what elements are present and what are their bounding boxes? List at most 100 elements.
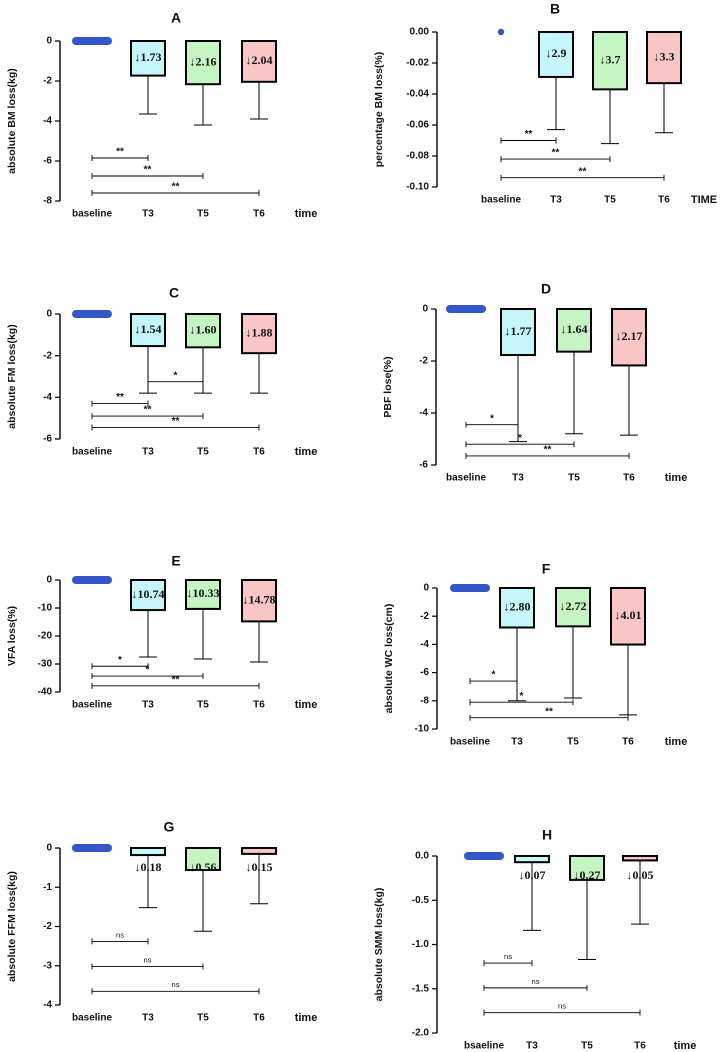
bar-t3 (130, 40, 166, 77)
significance-label: ** (544, 445, 552, 456)
x-tick-label: T5 (197, 209, 209, 220)
y-tick-label: -4 (419, 408, 428, 419)
bar-value-label: ↓0.18 (135, 860, 162, 874)
x-axis-label: time (665, 736, 688, 748)
bar-value-label: ↓1.73 (135, 50, 162, 64)
significance-label: * (520, 691, 524, 702)
x-tick-label: baseline (72, 447, 112, 458)
y-tick-label: -2 (419, 356, 428, 367)
bar-t3 (514, 855, 550, 864)
y-tick-label: -8 (420, 695, 429, 706)
y-tick-label: -0.04 (406, 89, 429, 100)
bar-value-label: ↓1.54 (135, 322, 162, 336)
bar-baseline (497, 28, 505, 36)
significance-label: ** (116, 147, 124, 158)
x-tick-label: baseline (450, 737, 490, 748)
bar-value-label: ↓2.9 (546, 46, 567, 60)
bar-value-label: ↓0.56 (190, 860, 217, 874)
panel-title: C (169, 285, 179, 301)
x-tick-label: bsaeline (464, 1041, 504, 1052)
significance-label: ** (172, 416, 180, 427)
significance-label: * (492, 670, 496, 681)
bar-t6 (241, 40, 277, 83)
y-tick-label: -6 (419, 460, 428, 471)
x-tick-label: T5 (581, 1041, 593, 1052)
bar-value-label: ↓14.78 (243, 592, 276, 606)
x-tick-label: T6 (253, 447, 265, 458)
bar-value-label: ↓3.7 (600, 52, 621, 66)
panel-h: H 0.0 -0.5 -1.0 -1.5 -2.0 absolute SMM loss(kg… (373, 827, 697, 1052)
significance-label: ** (144, 405, 152, 416)
panel-f: F 0 -2 -4 -6 -8 -10 absolute WC loss(cm) baselin… (383, 561, 688, 748)
significance-label: ** (144, 165, 152, 176)
x-tick-label: T6 (253, 1013, 265, 1024)
y-tick-label: 0 (46, 843, 52, 854)
y-tick-label: -10 (38, 603, 53, 614)
x-tick-label: T6 (634, 1041, 646, 1052)
significance-label: ** (552, 148, 560, 159)
x-tick-label: T6 (622, 737, 634, 748)
y-tick-label: -4 (43, 1000, 52, 1011)
significance-label: * (490, 413, 494, 424)
y-axis-label: absolute FFM loss(kg) (6, 871, 18, 982)
panel-title: B (550, 1, 560, 17)
y-tick-label: -1.5 (412, 983, 430, 994)
significance-label: ns (116, 930, 124, 939)
bar-value-label: ↓0.07 (519, 868, 546, 882)
panel-title: E (171, 553, 180, 569)
x-tick-label: T3 (511, 737, 523, 748)
significance-label: ns (172, 980, 180, 989)
bar-t6 (611, 308, 647, 367)
bar-baseline (464, 852, 504, 860)
bar-t5 (569, 855, 605, 881)
y-axis-label: PBF lose(%) (382, 356, 394, 417)
y-tick-label: -2.0 (412, 1028, 430, 1039)
x-tick-label: baseline (72, 1013, 112, 1024)
y-axis-label: absolute WC loss(cm) (383, 604, 395, 714)
y-tick-label: 0 (46, 575, 52, 586)
bar-baseline (72, 576, 112, 584)
x-tick-label: baseline (446, 473, 486, 484)
significance-label: * (118, 655, 122, 666)
y-tick-label: -4 (43, 116, 52, 127)
y-tick-label: 0 (46, 36, 52, 47)
panel-d: D 0 -2 -4 -6 PBF lose(%) baseline T3 T5 T6 time ↓1.… (382, 281, 688, 484)
bar-t6 (241, 579, 277, 623)
y-tick-label: -6 (43, 156, 52, 167)
y-tick-label: -0.5 (412, 895, 430, 906)
x-axis-label: time (674, 1040, 697, 1052)
bar-value-label: ↓0.27 (574, 868, 601, 882)
bar-value-label: ↓1.60 (190, 322, 217, 336)
panel-a: A 0 -2 -4 -6 -8 absolute BM loss(kg) baseline T3… (6, 10, 318, 220)
bar-value-label: ↓4.01 (615, 608, 642, 622)
x-tick-label: T5 (197, 1013, 209, 1024)
bar-baseline (446, 305, 486, 313)
significance-label: * (146, 665, 150, 676)
y-tick-label: -2 (420, 611, 429, 622)
bar-baseline (72, 310, 112, 318)
y-tick-label: 0 (423, 583, 429, 594)
y-tick-label: -1.0 (412, 939, 430, 950)
y-axis-label: VFA loss(%) (6, 606, 18, 666)
y-tick-label: -8 (43, 196, 52, 207)
y-tick-label: -2 (43, 921, 52, 932)
significance-label: ** (172, 182, 180, 193)
x-tick-label: T3 (142, 447, 154, 458)
bar-value-label: ↓1.88 (246, 325, 273, 339)
x-tick-label: T5 (197, 700, 209, 711)
x-tick-label: T3 (512, 473, 524, 484)
bar-value-label: ↓2.72 (560, 599, 587, 613)
panel-title: H (542, 827, 552, 843)
bar-value-label: ↓1.77 (505, 324, 532, 338)
y-tick-label: -3 (43, 960, 52, 971)
y-axis-label: percentage BM loss(%) (373, 52, 385, 168)
y-tick-label: -0.08 (406, 151, 429, 162)
y-axis-label: absolute BM loss(kg) (6, 68, 18, 174)
x-axis-label: time (665, 472, 688, 484)
significance-label: * (174, 370, 178, 381)
bar-t6 (241, 847, 277, 855)
y-axis-label: absolute SMM loss(kg) (373, 888, 385, 1002)
significance-label: ** (545, 706, 553, 717)
bar-value-label: ↓3.3 (654, 49, 675, 63)
x-axis-label: TIME (691, 194, 717, 206)
